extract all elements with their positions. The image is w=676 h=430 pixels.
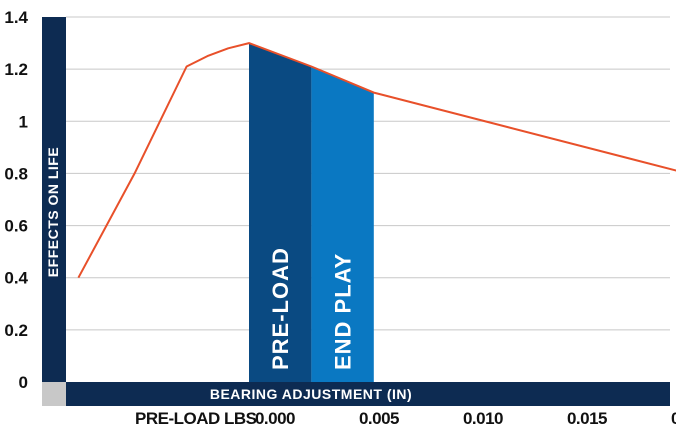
band-label: PRE-LOAD bbox=[268, 247, 293, 370]
tick-labels: PRE-LOAD LBS 0 0.2 0.4 0.6 0.8 1 1.2 1.4 0.000 0.… bbox=[4, 8, 676, 428]
x-prefix-label: PRE-LOAD LBS bbox=[135, 409, 257, 428]
y-tick-label: 1.2 bbox=[4, 60, 28, 79]
band-pre-load bbox=[249, 43, 312, 382]
y-tick-label: 0.4 bbox=[4, 269, 28, 288]
band-end-play bbox=[311, 66, 374, 383]
axis-corner bbox=[42, 382, 66, 406]
series-lines bbox=[77, 42, 676, 279]
bands: PRE-LOAD END PLAY bbox=[249, 43, 374, 383]
series-line bbox=[77, 42, 676, 279]
axes: EFFECTS ON LIFE BEARING ADJUSTMENT (IN) bbox=[42, 17, 670, 406]
y-tick-label: 1 bbox=[19, 112, 28, 131]
x-tick-label: 0.020 bbox=[671, 409, 676, 428]
y-tick-label: 1.4 bbox=[4, 8, 28, 27]
y-tick-label: 0.6 bbox=[4, 217, 28, 236]
x-tick-label: 0.005 bbox=[359, 409, 399, 428]
x-tick-label: 0.000 bbox=[255, 409, 295, 428]
y-tick-label: 0 bbox=[19, 373, 28, 392]
y-axis-bar bbox=[42, 17, 66, 382]
y-tick-label: 0.2 bbox=[4, 321, 28, 340]
y-axis-label: EFFECTS ON LIFE bbox=[45, 147, 61, 277]
x-axis-label: BEARING ADJUSTMENT (IN) bbox=[210, 386, 412, 402]
band-label: END PLAY bbox=[331, 253, 356, 370]
y-tick-label: 0.8 bbox=[4, 164, 28, 183]
x-axis-bar bbox=[66, 382, 670, 406]
x-tick-label: 0.015 bbox=[567, 409, 607, 428]
x-tick-label: 0.010 bbox=[463, 409, 503, 428]
